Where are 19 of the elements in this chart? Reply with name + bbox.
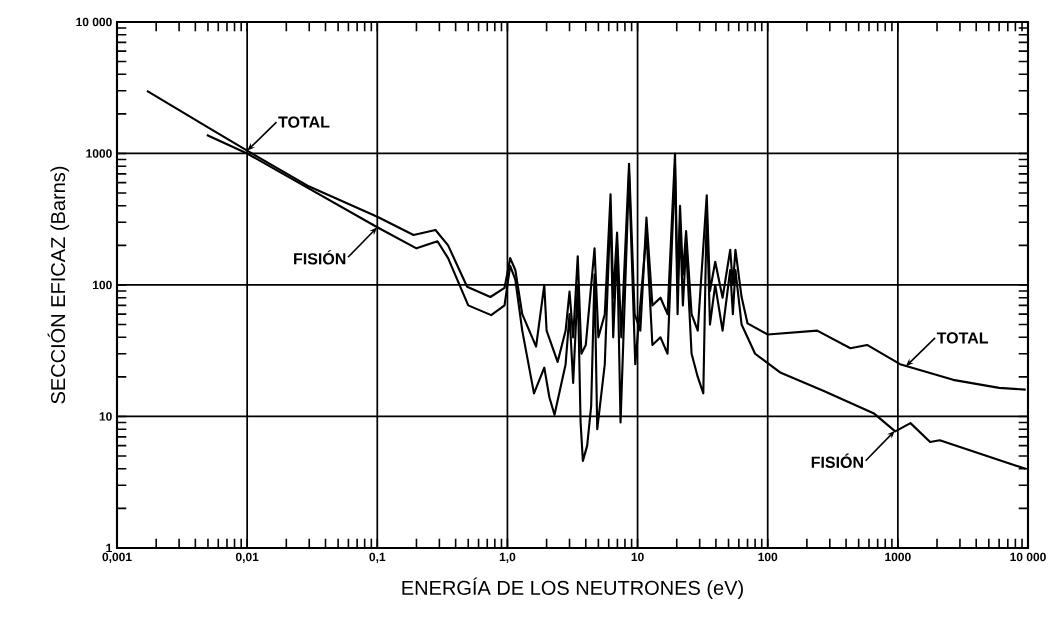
annotation: TOTAL — [936, 332, 989, 344]
y-tick-label: 10 — [99, 412, 112, 421]
y-tick-label: 1000 — [86, 149, 112, 158]
x-tick-label: 0,001 — [102, 552, 132, 563]
y-tick-label: 100 — [93, 280, 112, 290]
y-tick-label: 10 000 — [76, 17, 112, 27]
x-tick-label: 0,01 — [235, 552, 259, 563]
annotation: FISIÓN — [811, 453, 863, 468]
text: TOTAL — [278, 116, 330, 128]
x-tick-label: 1,0 — [499, 552, 516, 563]
x-tick-label: 10 000 — [1010, 552, 1046, 562]
x-tick-label: 10 — [631, 552, 644, 562]
text: FISIÓN — [294, 250, 346, 265]
x-axis-title: ENERGÍA DE LOS NEUTRONES (eV) — [402, 577, 743, 599]
x-tick-label: 1000 — [885, 552, 911, 562]
x-tick-label: 0,1 — [369, 552, 386, 563]
x-tick-label: 100 — [758, 552, 778, 562]
y-tick-label: 1 — [106, 543, 112, 553]
y-axis-title: SECCIÓN EFICAZ (Barns) — [47, 166, 70, 404]
